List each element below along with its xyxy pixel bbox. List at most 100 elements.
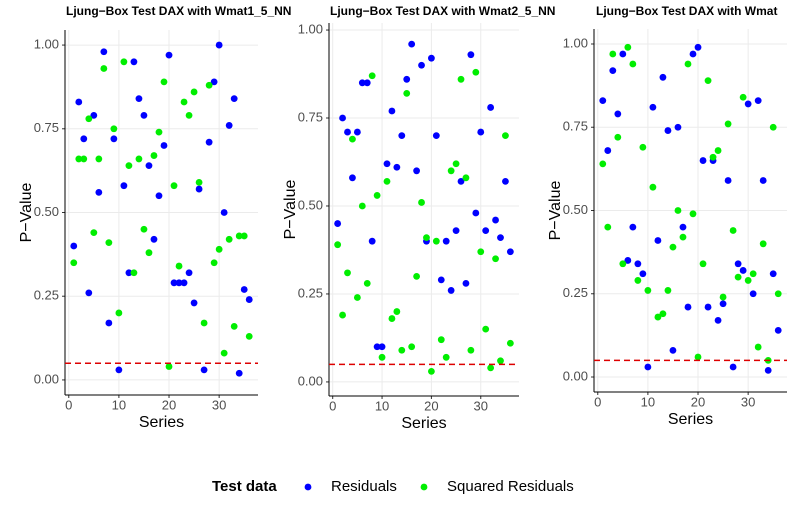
data-point — [90, 111, 98, 119]
data-point — [368, 237, 376, 245]
data-point — [442, 237, 450, 245]
data-point — [413, 272, 420, 280]
y-tick-label: 0.25 — [34, 288, 59, 303]
data-point — [769, 123, 777, 131]
data-point — [674, 123, 682, 131]
data-point — [614, 133, 622, 141]
data-point — [220, 209, 228, 216]
y-tick-label: 0.50 — [34, 204, 59, 219]
data-point — [639, 270, 647, 278]
data-point — [739, 93, 747, 101]
data-point — [437, 276, 445, 284]
y-axis-title: P−Value — [282, 180, 299, 240]
data-point — [230, 95, 238, 103]
data-point — [195, 185, 203, 193]
data-point — [125, 162, 133, 170]
data-point — [120, 182, 128, 190]
data-point — [502, 177, 509, 185]
y-tick-label: 0.00 — [34, 371, 59, 386]
data-point — [664, 287, 672, 294]
data-point — [487, 364, 495, 372]
legend-title: Test data — [212, 478, 277, 495]
data-point — [80, 155, 88, 163]
data-point — [170, 279, 178, 287]
data-point — [388, 315, 396, 322]
data-point — [378, 343, 386, 351]
data-point — [403, 89, 411, 97]
data-point — [729, 227, 737, 234]
y-tick-label: 0.00 — [563, 368, 588, 383]
data-point — [70, 259, 78, 267]
data-point — [644, 287, 652, 294]
data-point — [205, 81, 213, 89]
data-point — [679, 223, 687, 231]
data-point — [754, 343, 762, 351]
data-point — [185, 111, 193, 119]
data-point — [115, 366, 123, 374]
data-point — [245, 296, 253, 303]
legend-swatch — [304, 483, 312, 491]
data-point — [644, 363, 652, 371]
data-point — [639, 143, 647, 151]
data-point — [599, 97, 607, 105]
data-point — [110, 125, 118, 133]
data-point — [744, 100, 752, 108]
x-tick-label: 10 — [112, 397, 126, 412]
data-point — [774, 326, 782, 334]
data-point — [467, 51, 475, 59]
data-point — [629, 60, 637, 68]
data-point — [754, 97, 762, 105]
data-point — [659, 73, 667, 81]
data-point — [245, 332, 253, 340]
data-point — [334, 241, 342, 249]
x-tick-label: 30 — [212, 397, 226, 412]
data-point — [477, 248, 485, 256]
data-point — [604, 223, 612, 231]
data-point — [135, 155, 143, 163]
x-tick-label: 20 — [691, 394, 705, 409]
data-point — [105, 319, 113, 327]
data-point — [654, 237, 662, 244]
data-point — [150, 152, 158, 159]
data-point — [457, 75, 465, 83]
data-point — [110, 135, 118, 143]
data-point — [105, 239, 113, 247]
data-point — [235, 369, 243, 377]
data-point — [669, 346, 677, 354]
data-point — [774, 290, 782, 298]
data-point — [383, 160, 391, 168]
data-point — [339, 311, 346, 319]
data-point — [368, 72, 376, 80]
panel: 0.00 0.25 0.50 0.75 1.00 0 10 20 30 Ljung−Box Tes… — [18, 4, 291, 431]
y-tick-label: 0.25 — [298, 285, 323, 300]
data-point — [437, 336, 445, 344]
data-point — [492, 255, 499, 263]
data-point — [200, 319, 208, 327]
panel-title: Ljung−Box Test DAX with Wmat1_5_NN — [66, 4, 291, 18]
data-point — [353, 294, 361, 301]
data-point — [334, 220, 342, 227]
data-point — [90, 229, 98, 236]
data-point — [423, 234, 430, 242]
data-point — [225, 235, 233, 243]
data-point — [689, 210, 697, 218]
data-point — [442, 353, 450, 361]
data-point — [428, 367, 435, 375]
data-point — [729, 363, 737, 371]
data-point — [497, 357, 504, 365]
data-point — [75, 155, 83, 163]
data-point — [457, 177, 465, 185]
data-point — [749, 290, 757, 298]
panel-title: Ljung−Box Test DAX with Wmat — [596, 4, 777, 18]
data-point — [344, 128, 351, 136]
data-point — [358, 79, 366, 87]
data-point — [764, 366, 772, 374]
data-point — [482, 325, 490, 333]
data-point — [669, 243, 677, 251]
data-point — [408, 40, 416, 48]
data-point — [654, 313, 662, 321]
data-point — [482, 227, 490, 235]
data-point — [180, 98, 188, 106]
data-point — [185, 269, 193, 277]
data-point — [190, 299, 198, 307]
